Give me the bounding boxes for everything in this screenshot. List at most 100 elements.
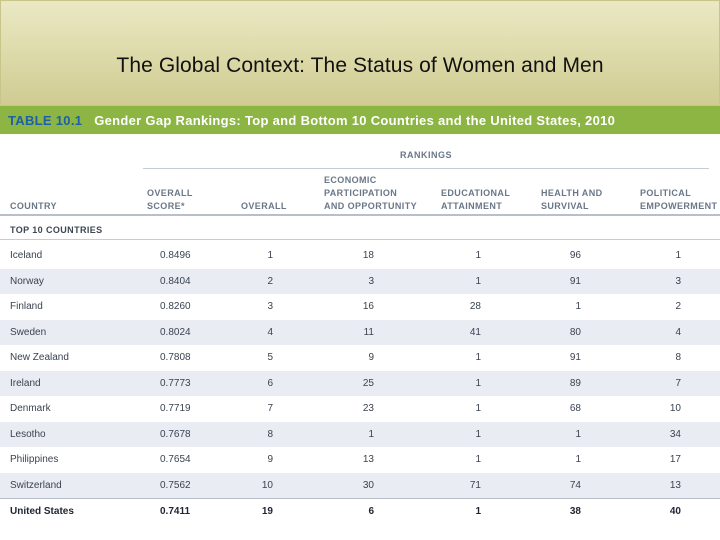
cell-country: Sweden	[10, 326, 47, 338]
header-overall-score: OVERALL SCORE*	[147, 188, 193, 211]
cell-health: 38	[569, 506, 581, 517]
cell-educational: 28	[469, 301, 481, 312]
cell-health: 91	[569, 352, 581, 363]
table-row: Sweden 0.8024 4 11 41 80 4	[0, 319, 720, 345]
table-caption: Gender Gap Rankings: Top and Bottom 10 C…	[94, 113, 616, 128]
cell-educational: 1	[475, 428, 481, 440]
cell-educational: 1	[475, 403, 481, 414]
cell-economic: 18	[362, 250, 374, 261]
table-row: Norway 0.8404 2 3 1 91 3	[0, 268, 720, 294]
cell-political: 10	[669, 403, 681, 414]
cell-political: 1	[675, 250, 681, 261]
cell-educational: 41	[469, 326, 481, 338]
cell-country: Norway	[10, 275, 44, 287]
group-divider	[0, 239, 720, 240]
cell-country: Finland	[10, 301, 43, 312]
cell-health: 89	[569, 377, 581, 389]
cell-overall: 8	[267, 428, 273, 440]
cell-economic: 3	[368, 275, 374, 287]
header-divider	[0, 214, 720, 216]
cell-overall: 6	[267, 377, 273, 389]
cell-educational: 71	[469, 479, 481, 491]
cell-economic: 11	[363, 326, 374, 338]
header-health: HEALTH AND SURVIVAL	[541, 188, 603, 211]
cell-overall: 1	[267, 250, 273, 261]
cell-political: 3	[675, 275, 681, 287]
header-economic: ECONOMIC PARTICIPATION AND OPPORTUNITY	[324, 175, 418, 211]
slide-title: The Global Context: The Status of Women …	[116, 54, 604, 77]
cell-educational: 1	[475, 377, 481, 389]
cell-score: 0.8024	[160, 326, 191, 338]
group-label-top10: TOP 10 COUNTRIES	[10, 225, 103, 235]
cell-health: 68	[569, 403, 581, 414]
cell-overall: 10	[261, 479, 273, 491]
cell-score: 0.7678	[160, 428, 191, 440]
cell-score: 0.7562	[160, 479, 191, 491]
cell-score: 0.7773	[160, 377, 191, 389]
cell-economic: 30	[362, 479, 374, 491]
header-political: POLITICAL EMPOWERMENT	[640, 188, 718, 211]
table-row: Lesotho 0.7678 8 1 1 1 34	[0, 421, 720, 447]
table-row: Finland 0.8260 3 16 28 1 2	[0, 294, 720, 320]
table-row: Iceland 0.8496 1 18 1 96 1	[0, 243, 720, 269]
cell-country: Ireland	[10, 377, 41, 389]
cell-health: 96	[569, 250, 581, 261]
table-body: Iceland 0.8496 1 18 1 96 1 Norway 0.8404…	[0, 243, 720, 525]
cell-overall: 9	[267, 454, 273, 465]
cell-country: New Zealand	[10, 352, 69, 363]
cell-health: 91	[569, 275, 581, 287]
cell-educational: 1	[475, 275, 481, 287]
cell-overall: 7	[267, 403, 273, 414]
cell-political: 2	[675, 301, 681, 312]
cell-health: 1	[575, 301, 581, 312]
cell-educational: 1	[475, 352, 481, 363]
cell-political: 8	[675, 352, 681, 363]
gender-gap-table: RANKINGS COUNTRY OVERALL SCORE* OVERALL …	[0, 134, 720, 540]
cell-score: 0.7654	[160, 454, 191, 465]
cell-economic: 6	[368, 506, 374, 517]
cell-health: 1	[575, 454, 581, 465]
cell-score: 0.7411	[160, 506, 191, 517]
cell-educational: 1	[475, 454, 481, 465]
slide-header: The Global Context: The Status of Women …	[0, 0, 720, 106]
table-row: Switzerland 0.7562 10 30 71 74 13	[0, 472, 720, 498]
cell-country: United States	[10, 506, 74, 517]
cell-score: 0.8260	[160, 301, 191, 312]
table-row: Philippines 0.7654 9 13 1 1 17	[0, 447, 720, 473]
cell-country: Denmark	[10, 403, 51, 414]
cell-overall: 3	[267, 301, 273, 312]
cell-health: 74	[569, 479, 581, 491]
table-title-bar	[0, 106, 720, 134]
cell-score: 0.7808	[160, 352, 191, 363]
table-number: TABLE 10.1	[8, 113, 83, 128]
cell-educational: 1	[475, 506, 481, 517]
cell-educational: 1	[475, 250, 481, 261]
cell-economic: 25	[362, 377, 374, 389]
cell-political: 4	[675, 326, 681, 338]
cell-country: Switzerland	[10, 479, 62, 491]
cell-economic: 16	[362, 301, 374, 312]
cell-economic: 1	[368, 428, 374, 440]
cell-health: 80	[569, 326, 581, 338]
rankings-group-header: RANKINGS	[143, 148, 709, 169]
table-row-united-states: United States 0.7411 19 6 1 38 40	[0, 498, 720, 525]
table-title: TABLE 10.1 Gender Gap Rankings: Top and …	[8, 113, 615, 128]
cell-political: 17	[669, 454, 681, 465]
cell-score: 0.8496	[160, 250, 191, 261]
cell-country: Iceland	[10, 250, 43, 261]
cell-overall: 4	[267, 326, 273, 338]
header-overall: OVERALL	[241, 201, 287, 211]
header-educational: EDUCATIONAL ATTAINMENT	[441, 188, 511, 211]
cell-overall: 5	[267, 352, 273, 363]
cell-score: 0.8404	[160, 275, 191, 287]
cell-country: Lesotho	[10, 428, 46, 440]
cell-political: 7	[675, 377, 681, 389]
header-country: COUNTRY	[10, 201, 57, 211]
cell-overall: 2	[267, 275, 273, 287]
cell-political: 40	[669, 506, 681, 517]
table-row: Denmark 0.7719 7 23 1 68 10	[0, 396, 720, 422]
rankings-label: RANKINGS	[400, 150, 453, 160]
cell-political: 34	[669, 428, 681, 440]
cell-economic: 13	[362, 454, 374, 465]
cell-country: Philippines	[10, 454, 59, 465]
